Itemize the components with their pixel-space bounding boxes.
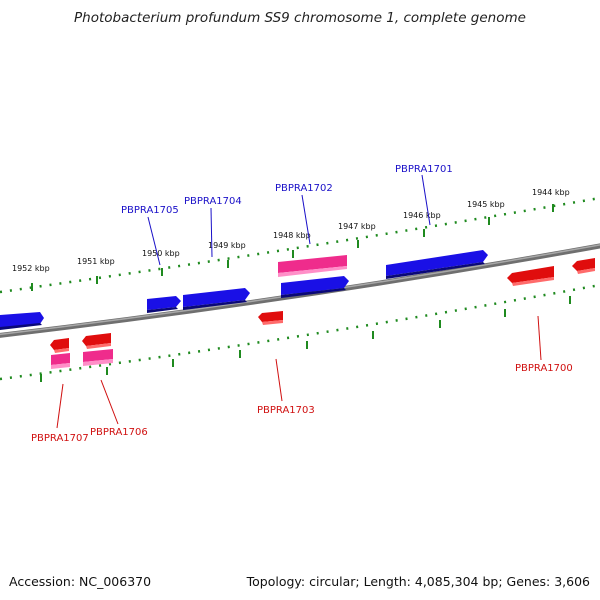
gene-arrow-forward[interactable] [386, 262, 485, 279]
accession-text: Accession: NC_006370 [9, 574, 152, 589]
rna-genes-forward [278, 255, 347, 277]
gene-arrow-reverse[interactable] [50, 338, 69, 350]
gene-arrow-reverse[interactable] [572, 258, 595, 271]
gene-label-pbpra1707[interactable]: PBPRA1707 [31, 433, 89, 444]
rna-gene-box[interactable] [51, 353, 70, 365]
map-title: Photobacterium profundum SS9 chromosome … [74, 10, 526, 26]
kbp-label: 1946 kbp [403, 211, 441, 220]
kbp-label: 1947 kbp [338, 222, 376, 231]
gene-arrow-reverse[interactable] [577, 268, 595, 274]
reverse-label-leaders [56, 315, 542, 429]
kbp-label: 1952 kbp [12, 264, 50, 273]
gene-arrow-reverse[interactable] [86, 343, 111, 349]
kbp-labels: 1952 kbp 1951 kbp 1950 kbp 1949 kbp 1948… [12, 188, 570, 273]
kbp-label: 1951 kbp [77, 257, 115, 266]
gene-label-pbpra1705[interactable]: PBPRA1705 [121, 205, 179, 216]
rna-gene-box[interactable] [278, 255, 347, 273]
kbp-label: 1944 kbp [532, 188, 570, 197]
gene-label-pbpra1706[interactable]: PBPRA1706 [90, 427, 148, 438]
forward-major-ticks [31, 204, 554, 291]
gene-label-pbpra1700[interactable]: PBPRA1700 [515, 363, 573, 374]
gene-label-pbpra1704[interactable]: PBPRA1704 [184, 196, 242, 207]
gene-labels: PBPRA1705 PBPRA1704 PBPRA1702 PBPRA1701 … [31, 164, 573, 444]
gene-label-pbpra1702[interactable]: PBPRA1702 [275, 183, 333, 194]
gene-label-pbpra1703[interactable]: PBPRA1703 [257, 405, 315, 416]
gene-arrow-forward[interactable] [183, 300, 247, 310]
forward-label-leaders [147, 174, 431, 266]
gene-arrow-reverse[interactable] [262, 320, 283, 325]
reverse-major-ticks [40, 296, 571, 382]
kbp-label: 1945 kbp [467, 200, 505, 209]
gene-arrow-forward[interactable] [0, 323, 42, 330]
gene-arrow-forward[interactable] [281, 276, 349, 295]
genome-summary-text: Topology: circular; Length: 4,085,304 bp… [246, 574, 590, 589]
gene-arrow-forward[interactable] [147, 296, 181, 310]
rna-gene-box[interactable] [51, 363, 70, 369]
kbp-label: 1950 kbp [142, 249, 180, 258]
gene-arrow-reverse[interactable] [512, 277, 554, 286]
kbp-label: 1948 kbp [273, 231, 311, 240]
gene-arrow-reverse[interactable] [54, 348, 69, 353]
gene-arrow-reverse[interactable] [82, 333, 111, 346]
gene-arrow-forward[interactable] [386, 250, 488, 276]
gene-arrow-reverse[interactable] [258, 311, 283, 322]
gene-label-pbpra1701[interactable]: PBPRA1701 [395, 164, 453, 175]
gene-arrow-reverse[interactable] [507, 266, 554, 283]
kbp-label: 1949 kbp [208, 241, 246, 250]
gene-arrow-forward[interactable] [183, 288, 250, 307]
forward-genes [0, 250, 488, 330]
rna-gene-box[interactable] [278, 266, 347, 277]
gene-arrow-forward[interactable] [281, 288, 346, 298]
rna-gene-box[interactable] [83, 359, 113, 366]
reverse-genes [50, 258, 595, 353]
gene-arrow-forward[interactable] [147, 307, 178, 313]
rna-gene-box[interactable] [83, 349, 113, 362]
rna-genes-reverse [51, 349, 113, 369]
